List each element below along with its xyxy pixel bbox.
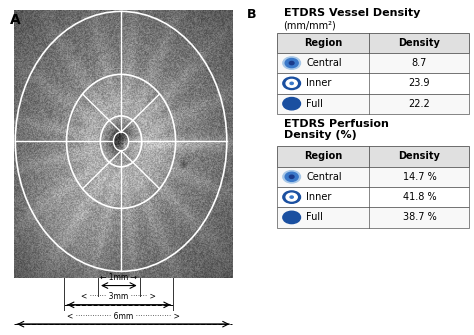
Text: < ······· 3mm ······· >: < ······· 3mm ······· >: [82, 292, 156, 301]
Bar: [277, 166, 469, 187]
Circle shape: [289, 175, 294, 179]
Text: B: B: [246, 8, 256, 21]
Circle shape: [290, 82, 293, 84]
Circle shape: [286, 193, 297, 201]
Text: Inner: Inner: [306, 78, 331, 88]
Circle shape: [285, 59, 298, 68]
Bar: [277, 32, 469, 53]
Circle shape: [283, 57, 301, 69]
Bar: [277, 93, 469, 114]
Text: ← 1mm →: ← 1mm →: [100, 273, 137, 282]
Circle shape: [283, 77, 301, 89]
Circle shape: [289, 61, 294, 65]
Text: Region: Region: [304, 151, 342, 161]
Text: 23.9: 23.9: [409, 78, 430, 88]
Text: Central: Central: [306, 58, 342, 68]
Circle shape: [285, 172, 298, 181]
Text: Inner: Inner: [306, 192, 331, 202]
Circle shape: [283, 191, 301, 203]
Bar: [277, 146, 469, 166]
Text: Density: Density: [399, 151, 440, 161]
Text: ETDRS Vessel Density: ETDRS Vessel Density: [283, 8, 420, 18]
Text: 22.2: 22.2: [409, 99, 430, 109]
Text: 41.8 %: 41.8 %: [402, 192, 436, 202]
Text: < ··············· 6mm ··············· >: < ··············· 6mm ··············· >: [67, 312, 180, 321]
Bar: [277, 187, 469, 207]
Circle shape: [290, 196, 293, 198]
Circle shape: [283, 211, 301, 223]
Text: 8.7: 8.7: [412, 58, 427, 68]
Bar: [277, 207, 469, 227]
Text: (mm/mm²): (mm/mm²): [283, 20, 336, 30]
Text: Full: Full: [306, 212, 323, 222]
Bar: [277, 73, 469, 93]
Bar: [277, 53, 469, 73]
Text: Region: Region: [304, 38, 342, 48]
Text: ETDRS Perfusion
Density (%): ETDRS Perfusion Density (%): [283, 119, 388, 140]
Text: Full: Full: [306, 99, 323, 109]
Text: 38.7 %: 38.7 %: [402, 212, 436, 222]
Circle shape: [283, 171, 301, 183]
Circle shape: [283, 97, 301, 110]
Text: Density: Density: [399, 38, 440, 48]
Text: 14.7 %: 14.7 %: [402, 172, 436, 182]
Text: Central: Central: [306, 172, 342, 182]
Text: A: A: [9, 13, 20, 27]
Circle shape: [286, 79, 297, 87]
